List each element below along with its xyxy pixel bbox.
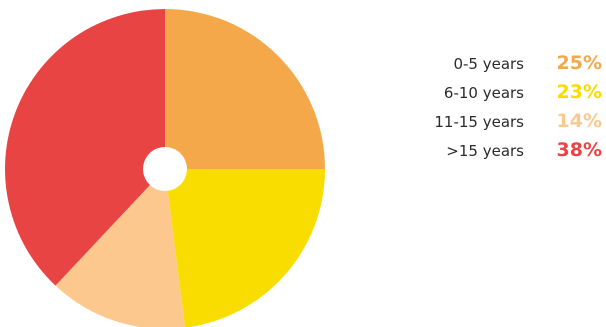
pie-slice-3 <box>5 9 166 286</box>
pie-slice-1 <box>165 169 325 327</box>
legend-value: 25% <box>556 52 602 74</box>
legend-value: 38% <box>556 139 602 161</box>
legend-item: 0-5 years 25% <box>420 52 606 81</box>
legend: 0-5 years 25% 6-10 years 23% 11-15 years 14% >… <box>420 52 606 168</box>
legend-value: 23% <box>556 81 602 103</box>
legend-label: 0-5 years <box>453 55 524 73</box>
pie-slice-0 <box>165 9 325 169</box>
pie-chart <box>5 9 325 327</box>
legend-label: 6-10 years <box>443 84 524 102</box>
legend-item: 11-15 years 14% <box>420 110 606 139</box>
legend-label: >15 years <box>446 142 524 160</box>
pie-slice-2 <box>55 169 185 327</box>
legend-item: 6-10 years 23% <box>420 81 606 110</box>
legend-label: 11-15 years <box>434 113 524 131</box>
pie-center-hole <box>143 147 187 191</box>
legend-item: >15 years 38% <box>420 139 606 168</box>
legend-value: 14% <box>556 110 602 132</box>
